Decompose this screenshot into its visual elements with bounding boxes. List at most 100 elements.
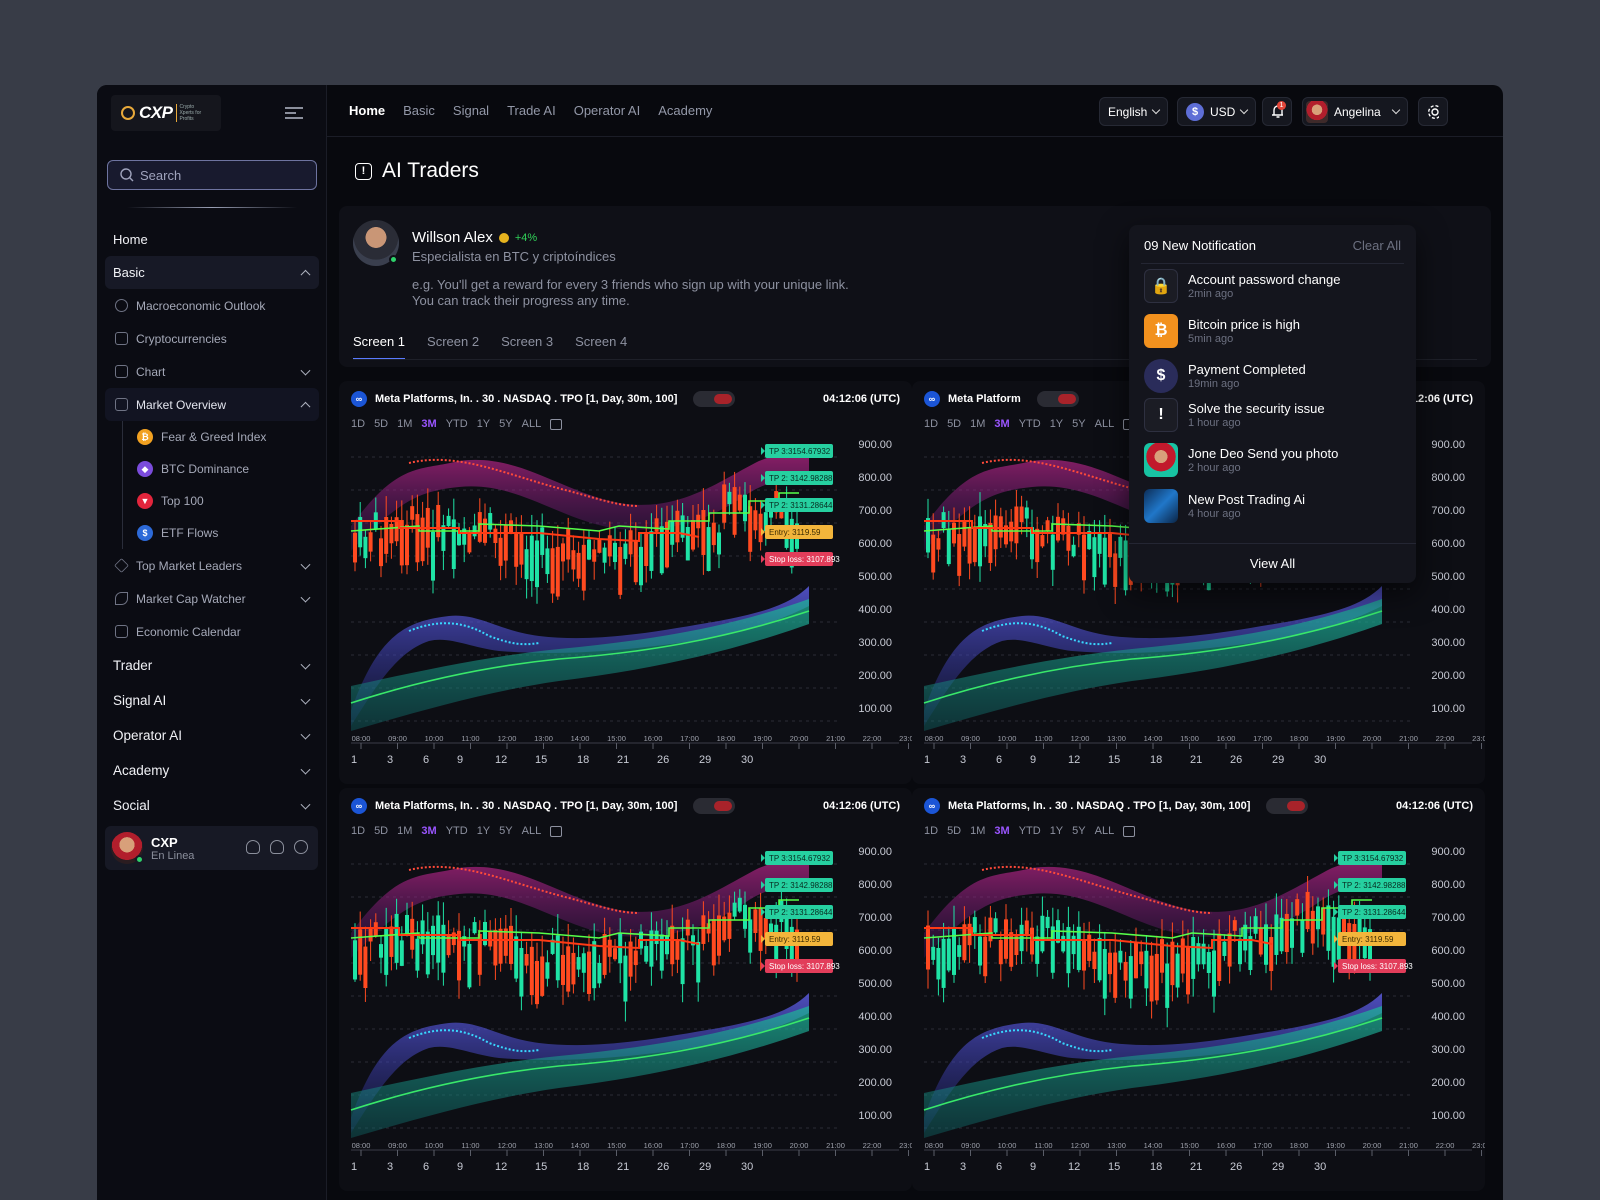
sidebar-item-cryptocurrencies[interactable]: Cryptocurrencies: [105, 322, 319, 355]
range-all[interactable]: ALL: [521, 418, 542, 430]
price-label: [765, 525, 833, 539]
user-menu[interactable]: Angelina: [1302, 97, 1408, 126]
view-all-button[interactable]: View All: [1129, 543, 1416, 583]
candle-body: [1102, 948, 1107, 999]
notification-item[interactable]: $ Payment Completed 19min ago: [1144, 359, 1306, 393]
range-3m[interactable]: 3M: [994, 825, 1010, 837]
sidebar-item-top-100[interactable]: ▼ Top 100: [105, 485, 319, 517]
label-pointer: [1334, 908, 1338, 916]
tab-screen-3[interactable]: Screen 3: [501, 334, 554, 349]
x-day-label: 29: [699, 754, 711, 766]
sidebar-section-trader[interactable]: Trader: [105, 648, 319, 683]
range-3m[interactable]: 3M: [421, 418, 437, 430]
microphone-icon[interactable]: [246, 840, 260, 854]
settings-button[interactable]: [1418, 97, 1448, 126]
notification-item[interactable]: ₿ Bitcoin price is high 5min ago: [1144, 314, 1300, 348]
range-5d[interactable]: 5D: [374, 418, 389, 430]
chart-toggle[interactable]: [693, 391, 736, 407]
tab-signal[interactable]: Signal: [452, 103, 490, 118]
tab-home[interactable]: Home: [349, 103, 386, 118]
range-1m[interactable]: 1M: [970, 418, 986, 430]
range-5y[interactable]: 5Y: [1072, 825, 1086, 837]
calendar-icon[interactable]: [550, 419, 563, 430]
tab-screen-2[interactable]: Screen 2: [427, 334, 480, 349]
sidebar-section-academy[interactable]: Academy: [105, 753, 319, 788]
sidebar-item-btc-dominance[interactable]: ◆ BTC Dominance: [105, 453, 319, 485]
chart-toggle[interactable]: [693, 798, 736, 814]
notification-time: 2min ago: [1188, 288, 1234, 300]
range-5y[interactable]: 5Y: [1072, 418, 1086, 430]
range-ytd[interactable]: YTD: [445, 825, 468, 837]
range-1d[interactable]: 1D: [351, 825, 366, 837]
range-5d[interactable]: 5D: [947, 825, 962, 837]
tab-basic[interactable]: Basic: [403, 103, 435, 118]
calendar-icon[interactable]: [1123, 826, 1136, 837]
range-all[interactable]: ALL: [1094, 825, 1115, 837]
range-1m[interactable]: 1M: [397, 825, 413, 837]
sidebar-item-home[interactable]: Home: [105, 223, 319, 256]
tab-screen-4[interactable]: Screen 4: [575, 334, 628, 349]
sidebar-item-fear-greed-index[interactable]: ₿ Fear & Greed Index: [105, 421, 319, 453]
currency-select[interactable]: $ USD: [1177, 97, 1257, 126]
sidebar-item-top-market-leaders[interactable]: Top Market Leaders: [105, 549, 319, 582]
tab-academy[interactable]: Academy: [658, 103, 713, 118]
notification-item[interactable]: 🔒 Account password change 2min ago: [1144, 269, 1340, 303]
notification-item[interactable]: Jone Deo Send you photo 2 hour ago: [1144, 443, 1338, 477]
chart-toggle[interactable]: [1036, 391, 1079, 407]
tab-trade-ai[interactable]: Trade AI: [507, 103, 556, 118]
range-1m[interactable]: 1M: [397, 418, 413, 430]
tab-operator-ai[interactable]: Operator AI: [573, 103, 641, 118]
sidebar-item-chart[interactable]: Chart: [105, 355, 319, 388]
range-1d[interactable]: 1D: [351, 418, 366, 430]
chart-toggle[interactable]: [1266, 798, 1309, 814]
x-time-label: 20:00: [1363, 734, 1382, 743]
notification-item[interactable]: New Post Trading Ai 4 hour ago: [1144, 489, 1305, 523]
calendar-icon[interactable]: [550, 826, 563, 837]
range-1m[interactable]: 1M: [970, 825, 986, 837]
x-time-label: 16:00: [1217, 734, 1236, 743]
range-5y[interactable]: 5Y: [499, 825, 513, 837]
headphones-icon[interactable]: [270, 840, 284, 854]
tab-screen-1[interactable]: Screen 1: [353, 334, 406, 360]
range-all[interactable]: ALL: [521, 825, 542, 837]
clear-all-button[interactable]: Clear All: [1352, 238, 1401, 253]
notifications-button[interactable]: 1: [1262, 97, 1292, 126]
sidebar-item-market-cap-watcher[interactable]: Market Cap Watcher: [105, 582, 319, 615]
sidebar-section-social[interactable]: Social: [105, 788, 319, 823]
range-1y[interactable]: 1Y: [1049, 825, 1064, 837]
range-5d[interactable]: 5D: [374, 825, 389, 837]
x-time-label: 19:00: [753, 734, 772, 743]
sidebar-section-signal-ai[interactable]: Signal AI: [105, 683, 319, 718]
range-1y[interactable]: 1Y: [476, 825, 491, 837]
menu-toggle-icon[interactable]: [285, 107, 303, 119]
language-select[interactable]: English: [1099, 97, 1169, 126]
candle-body: [1123, 540, 1128, 591]
sidebar-item-basic[interactable]: Basic: [105, 256, 319, 289]
sidebar-item-macroeconomic-outlook[interactable]: Macroeconomic Outlook: [105, 289, 319, 322]
logo[interactable]: CXP Crypto Xperts for Profits: [111, 95, 221, 131]
range-5y[interactable]: 5Y: [499, 418, 513, 430]
sidebar-item-etf-flows[interactable]: $ ETF Flows: [105, 517, 319, 549]
range-ytd[interactable]: YTD: [445, 418, 468, 430]
range-1d[interactable]: 1D: [924, 418, 939, 430]
range-1d[interactable]: 1D: [924, 825, 939, 837]
range-ytd[interactable]: YTD: [1018, 418, 1041, 430]
range-all[interactable]: ALL: [1094, 418, 1115, 430]
range-ytd[interactable]: YTD: [1018, 825, 1041, 837]
range-3m[interactable]: 3M: [994, 418, 1010, 430]
range-1y[interactable]: 1Y: [476, 418, 491, 430]
candle-body: [978, 936, 982, 966]
range-3m[interactable]: 3M: [421, 825, 437, 837]
gear-icon[interactable]: [294, 840, 308, 854]
sidebar-item-market-overview[interactable]: Market Overview: [105, 388, 319, 421]
range-1y[interactable]: 1Y: [1049, 418, 1064, 430]
sidebar-item-economic-calendar[interactable]: Economic Calendar: [105, 615, 319, 648]
notification-item[interactable]: ! Solve the security issue 1 hour ago: [1144, 398, 1325, 432]
range-5d[interactable]: 5D: [947, 418, 962, 430]
search-input[interactable]: Search: [107, 160, 317, 190]
candle-body: [644, 946, 649, 962]
profile-card[interactable]: CXP En Linea: [105, 826, 318, 870]
sidebar-section-operator-ai[interactable]: Operator AI: [105, 718, 319, 753]
y-tick-label: 300.00: [1431, 637, 1465, 649]
candle-body: [1316, 906, 1320, 930]
